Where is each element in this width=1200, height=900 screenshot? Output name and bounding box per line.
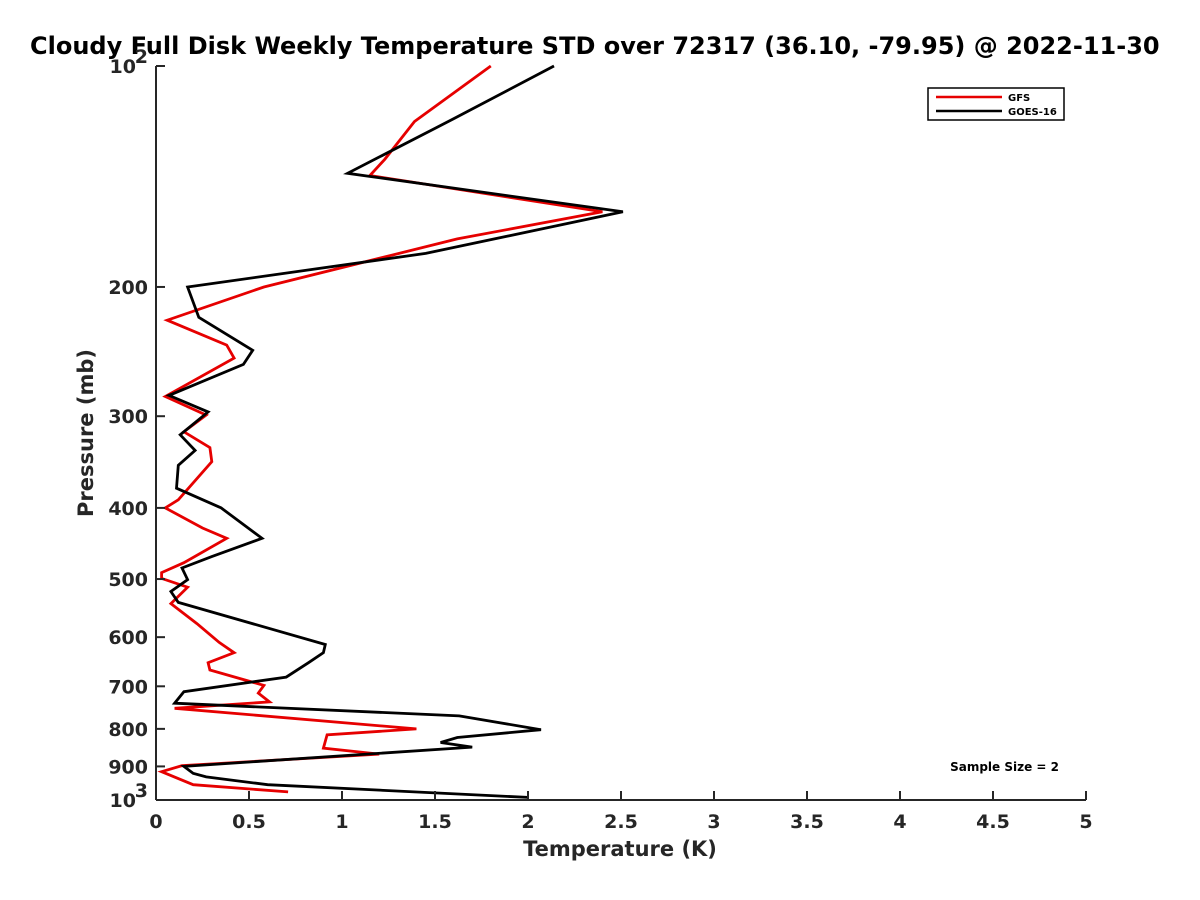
- x-tick-label: 4: [893, 811, 906, 833]
- y-tick-label: 700: [108, 676, 148, 698]
- y-axis-label: Pressure (mb): [74, 349, 98, 517]
- x-tick-label: 4.5: [976, 811, 1010, 833]
- y-tick-exponent: 3: [135, 780, 148, 802]
- x-tick-label: 3: [707, 811, 720, 833]
- series-line-gfs: [157, 64, 603, 794]
- x-tick-label: 3.5: [790, 811, 824, 833]
- x-tick-label: 0: [149, 811, 162, 833]
- x-axis: 0 0.5 1 1.5 2 2.5 3 3.5 4 4.5 5: [149, 791, 1093, 833]
- x-tick-label: 0.5: [232, 811, 266, 833]
- x-axis-label: Temperature (K): [523, 837, 717, 861]
- x-tick-label: 2.5: [604, 811, 638, 833]
- x-tick-label: 1.5: [418, 811, 452, 833]
- y-tick-exponent: 2: [135, 46, 148, 68]
- series-line-goes-16: [165, 64, 624, 799]
- y-tick-label: 200: [108, 277, 148, 299]
- legend-box: [927, 87, 1065, 121]
- y-tick-label: 10: [110, 790, 136, 812]
- legend: GFS GOES-16: [927, 87, 1065, 121]
- x-tick-label: 1: [335, 811, 348, 833]
- legend-label-goes-16: GOES-16: [1008, 107, 1057, 118]
- series-layer: [157, 64, 624, 799]
- plot-frame: [155, 66, 1086, 801]
- sample-size-annotation: Sample Size = 2: [950, 760, 1059, 774]
- y-tick-label: 400: [108, 498, 148, 520]
- chart-title: Cloudy Full Disk Weekly Temperature STD …: [30, 32, 1160, 60]
- legend-label-gfs: GFS: [1008, 93, 1030, 104]
- y-tick-label: 600: [108, 627, 148, 649]
- y-tick-label: 500: [108, 569, 148, 591]
- y-tick-label: 300: [108, 406, 148, 428]
- y-tick-label: 10: [110, 56, 136, 78]
- y-tick-label: 800: [108, 719, 148, 741]
- x-tick-label: 2: [521, 811, 534, 833]
- y-tick-label: 900: [108, 756, 148, 778]
- x-tick-label: 5: [1079, 811, 1092, 833]
